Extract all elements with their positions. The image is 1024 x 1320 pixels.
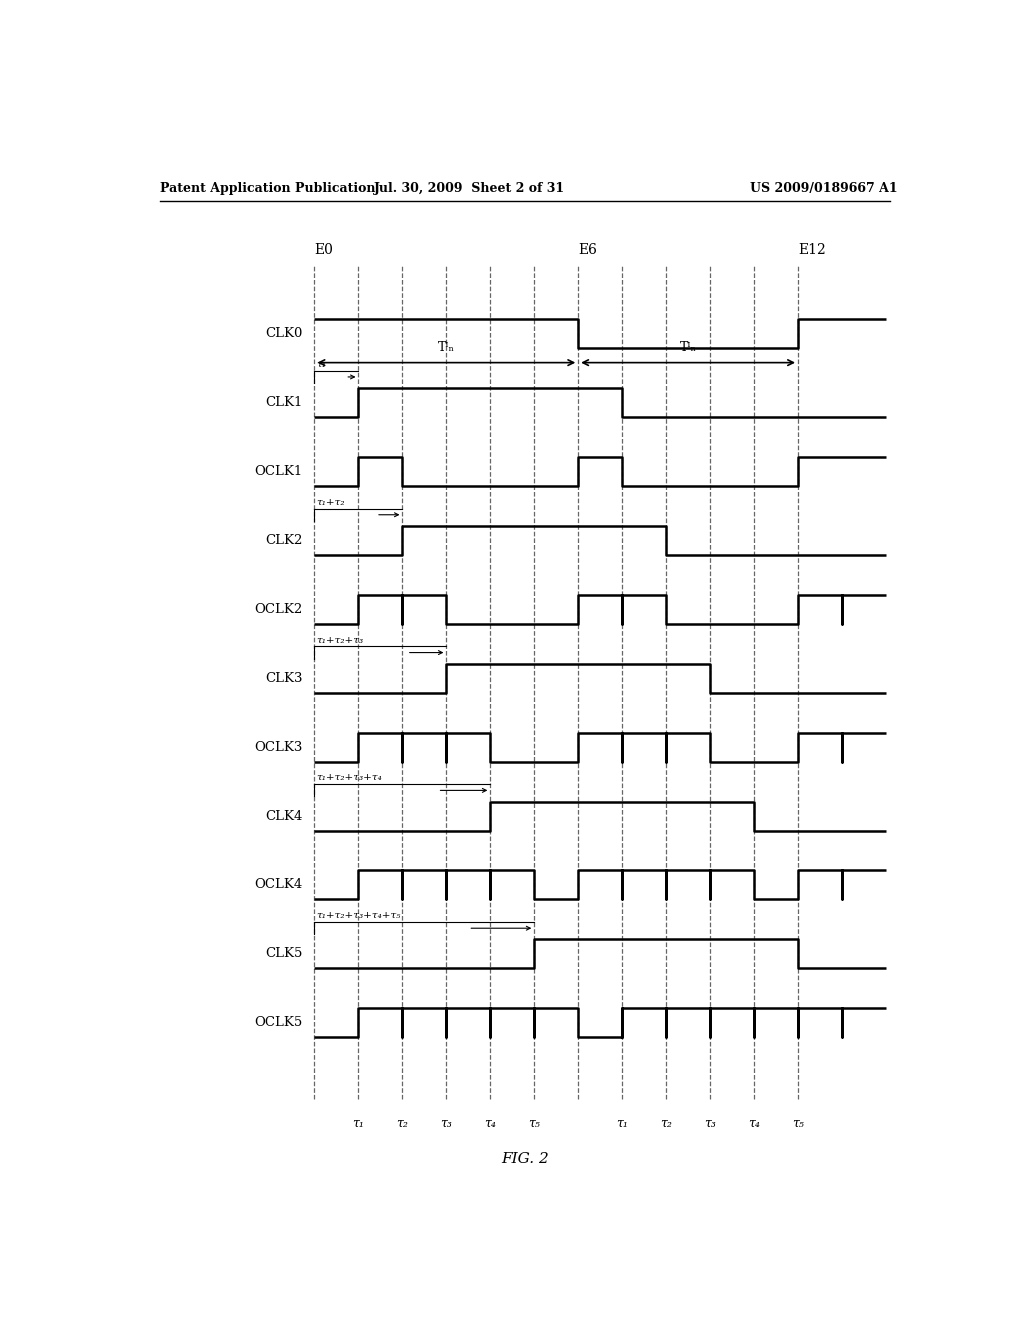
Text: E0: E0 (314, 243, 334, 257)
Text: Patent Application Publication: Patent Application Publication (160, 182, 375, 195)
Text: CLK3: CLK3 (265, 672, 303, 685)
Text: τ₁: τ₁ (616, 1117, 628, 1130)
Text: CLK0: CLK0 (265, 327, 303, 341)
Text: τ₄: τ₄ (484, 1117, 497, 1130)
Text: τ₁+τ₂: τ₁+τ₂ (316, 498, 345, 507)
Text: CLK2: CLK2 (265, 533, 303, 546)
Text: τ₄: τ₄ (749, 1117, 760, 1130)
Text: τ₃: τ₃ (440, 1117, 453, 1130)
Text: τ₅: τ₅ (792, 1117, 804, 1130)
Text: τ₁+τ₂+τ₃+τ₄+τ₅: τ₁+τ₂+τ₃+τ₄+τ₅ (316, 911, 400, 920)
Text: OCLK2: OCLK2 (254, 603, 303, 616)
Text: τ₂: τ₂ (396, 1117, 409, 1130)
Text: τ₂: τ₂ (660, 1117, 672, 1130)
Text: Tᴵₙ: Tᴵₙ (680, 342, 696, 355)
Text: τ₃: τ₃ (705, 1117, 716, 1130)
Text: τ₁+τ₂+τ₃: τ₁+τ₂+τ₃ (316, 635, 364, 644)
Text: τ₁: τ₁ (352, 1117, 365, 1130)
Text: OCLK3: OCLK3 (254, 741, 303, 754)
Text: FIG. 2: FIG. 2 (501, 1152, 549, 1167)
Text: CLK4: CLK4 (265, 809, 303, 822)
Text: τ₅: τ₅ (528, 1117, 541, 1130)
Text: CLK1: CLK1 (265, 396, 303, 409)
Text: CLK5: CLK5 (265, 948, 303, 961)
Text: E12: E12 (798, 243, 825, 257)
Text: Tᴵₙ: Tᴵₙ (438, 342, 455, 355)
Text: τ₁: τ₁ (316, 360, 326, 368)
Text: E6: E6 (579, 243, 597, 257)
Text: US 2009/0189667 A1: US 2009/0189667 A1 (751, 182, 898, 195)
Text: τ₁+τ₂+τ₃+τ₄: τ₁+τ₂+τ₃+τ₄ (316, 774, 382, 783)
Text: OCLK5: OCLK5 (254, 1016, 303, 1030)
Text: OCLK1: OCLK1 (254, 465, 303, 478)
Text: OCLK4: OCLK4 (254, 878, 303, 891)
Text: Jul. 30, 2009  Sheet 2 of 31: Jul. 30, 2009 Sheet 2 of 31 (374, 182, 565, 195)
